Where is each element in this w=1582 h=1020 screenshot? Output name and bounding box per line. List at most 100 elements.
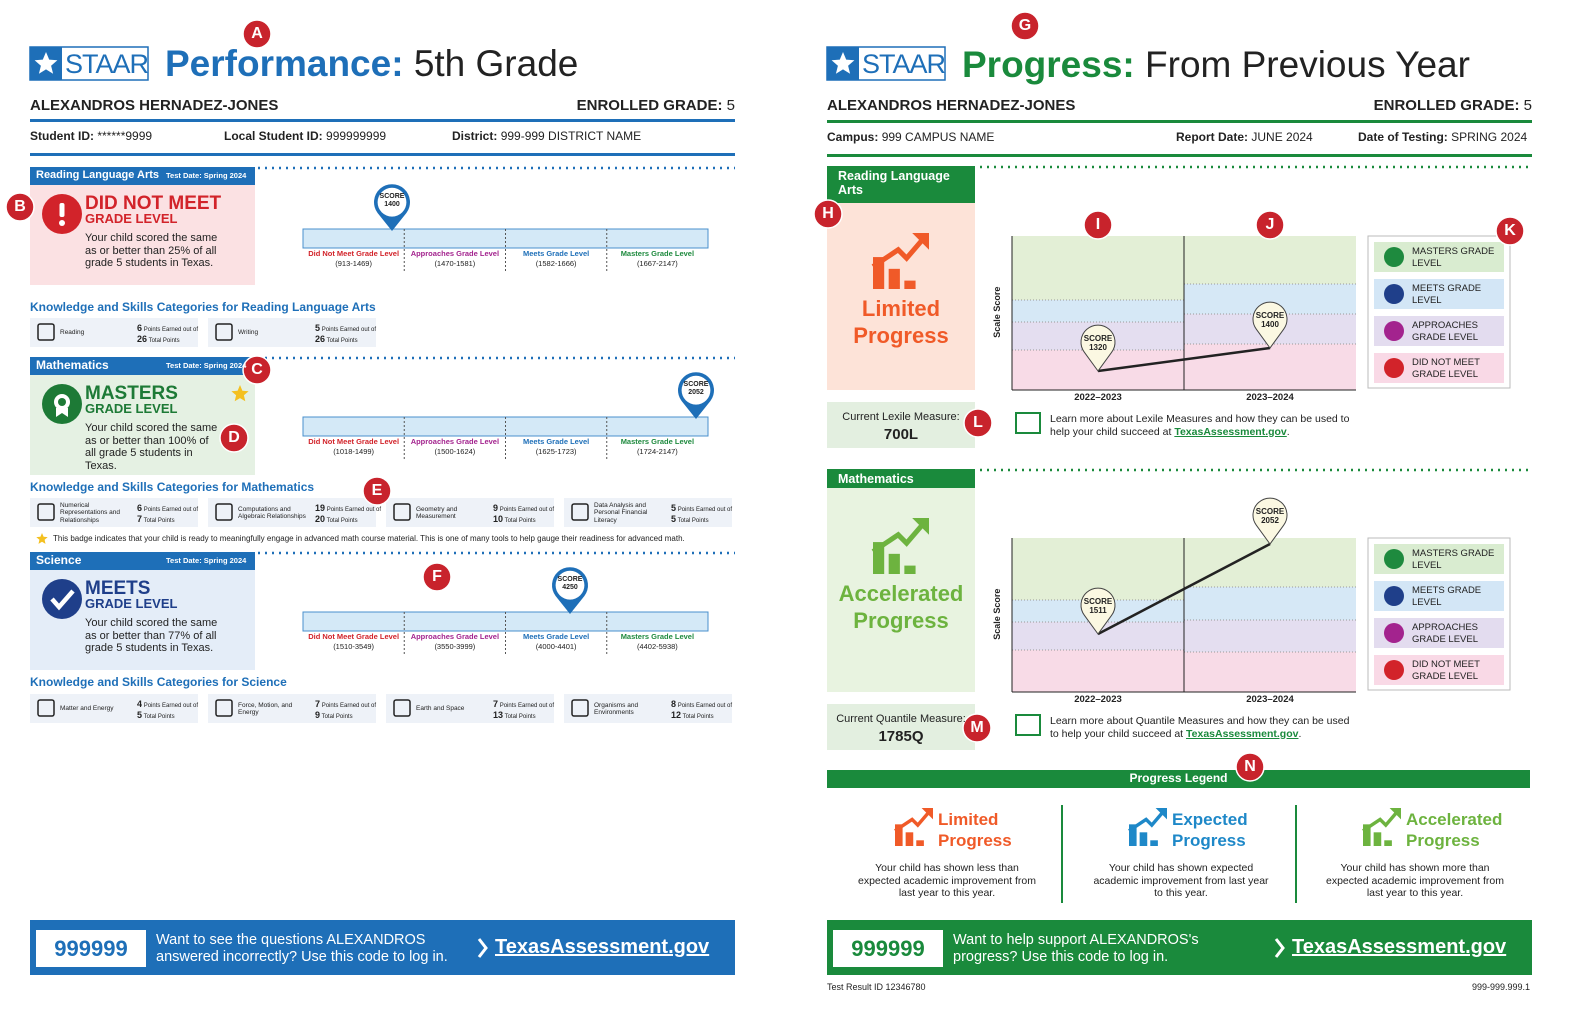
earned: 4 — [137, 699, 143, 709]
enrolled-grade: ENROLLED GRADE: 5 — [1232, 97, 1532, 114]
progress-icon — [873, 542, 885, 574]
callout-letter: I — [1095, 216, 1101, 233]
year-label: 2023–2024 — [1246, 392, 1294, 403]
legend-label: DID NOT MEET GRADE LEVEL — [1412, 659, 1480, 682]
total-label: Total Points — [326, 518, 358, 524]
level-name: Approaches Grade Level — [410, 632, 500, 641]
ks-total: 13 Total Points — [493, 710, 536, 721]
level-range: (3550-3999) — [434, 642, 476, 651]
legend-desc: Your child has shown more than expected … — [1326, 862, 1504, 899]
info-item: Report Date: JUNE 2024 — [1176, 130, 1313, 145]
callout-letter: A — [251, 25, 263, 42]
earned-label: Points Earned out of — [677, 703, 733, 709]
learn-icon — [1015, 412, 1041, 434]
title-space — [404, 43, 414, 84]
legend-label: MEETS GRADE LEVEL — [1412, 283, 1482, 306]
section-header — [827, 166, 975, 203]
callout-letter: C — [251, 361, 263, 378]
callout-letter: D — [228, 429, 240, 446]
ks-icon — [571, 503, 589, 521]
earned: 5 — [671, 503, 677, 513]
info-label: Local Student ID: — [224, 129, 323, 143]
legend-desc: Your child has shown expected academic i… — [1093, 862, 1269, 899]
legend-icon — [1384, 660, 1404, 680]
callout-letter: M — [970, 719, 984, 736]
ks-earned: 5 Points Earned out of — [671, 503, 732, 514]
callout-badge — [422, 562, 452, 592]
logo-text: STAAR — [862, 49, 946, 79]
total: 7 — [137, 514, 143, 524]
title-bold: Progress: — [962, 44, 1135, 85]
description: Your child scored the same as or better … — [85, 232, 218, 269]
legend-icon — [1384, 549, 1404, 569]
info-value: ******9999 — [97, 129, 153, 143]
masters-note: This badge indicates that your child is … — [53, 534, 685, 543]
result: MEETS — [85, 578, 151, 599]
info-label: Campus: — [827, 130, 879, 144]
legend-name: Progress — [1172, 831, 1246, 850]
score-label: SCORE — [557, 576, 583, 584]
score-pin — [1252, 301, 1288, 349]
progress-icon — [1150, 840, 1158, 846]
level-range: (4402-5938) — [636, 642, 678, 651]
ks-total: 26 Total Points — [315, 334, 358, 345]
total: 26 — [315, 334, 326, 344]
icon-part — [59, 203, 65, 217]
info-value: 999999999 — [326, 129, 387, 143]
progress-line — [1097, 542, 1271, 636]
ks-item — [30, 318, 198, 347]
ks-name: Geometry and Measurement — [416, 505, 458, 521]
legend-name: Accelerated — [1406, 810, 1503, 829]
icon-part — [59, 220, 65, 226]
ks-item — [208, 318, 376, 347]
level-name: Masters Grade Level — [620, 437, 695, 446]
result-icon — [42, 579, 82, 619]
progress-word: Progress — [853, 323, 949, 348]
earned: 9 — [493, 503, 499, 513]
callout-letter: B — [14, 198, 26, 215]
score-pin — [1252, 497, 1288, 545]
level-range: (1500-1624) — [434, 447, 476, 456]
callout-badge — [963, 408, 993, 438]
callout-badge — [1235, 752, 1265, 782]
ks-name: Matter and Energy — [60, 705, 114, 713]
level-range: (1724-2147) — [636, 447, 678, 456]
ks-item — [564, 498, 732, 527]
footer-bar — [30, 920, 735, 975]
total: 20 — [315, 514, 326, 524]
callout-badge — [1495, 216, 1525, 246]
level-name: Approaches Grade Level — [410, 437, 500, 446]
legend-icon — [1384, 623, 1404, 643]
year-label: 2023–2024 — [1246, 694, 1294, 705]
info-label: Date of Testing: — [1358, 130, 1448, 144]
star-icon — [36, 533, 48, 544]
callout-letter: E — [371, 482, 383, 499]
ks-earned: 6 Points Earned out of — [137, 323, 198, 334]
legend-label: APPROACHES GRADE LEVEL — [1412, 320, 1478, 343]
info-value: 999-999 DISTRICT NAME — [500, 129, 642, 143]
star-icon — [231, 385, 249, 402]
learn-icon — [1015, 714, 1041, 736]
ks-icon — [393, 503, 411, 521]
subject-name: Mathematics — [36, 358, 109, 372]
score-label: SCORE — [1255, 311, 1285, 321]
score-label: SCORE — [1083, 334, 1113, 344]
learn-text: Learn more about Lexile Measures and how… — [1050, 413, 1355, 438]
progress-word: Limited — [861, 296, 941, 321]
ks-item — [208, 694, 376, 723]
callout-badge — [362, 476, 392, 506]
ks-title: Knowledge and Skills Categories for Read… — [30, 300, 376, 314]
title-bold: Performance: — [165, 43, 404, 84]
ks-earned: 7 Points Earned out of — [315, 699, 376, 710]
ks-icon — [571, 699, 589, 717]
y-axis-label: Scale Score — [991, 286, 1002, 338]
student-name: ALEXANDROS HERNADEZ-JONES — [30, 97, 279, 114]
callout-letter: N — [1244, 758, 1256, 775]
legend-label: DID NOT MEET GRADE LEVEL — [1412, 357, 1480, 380]
callout-badge — [813, 199, 843, 229]
total-label: Total Points — [682, 714, 714, 720]
progress-icon — [1373, 832, 1382, 846]
ks-earned: 7 Points Earned out of — [493, 699, 554, 710]
code-box — [833, 930, 943, 967]
level-name: Masters Grade Level — [620, 249, 695, 258]
